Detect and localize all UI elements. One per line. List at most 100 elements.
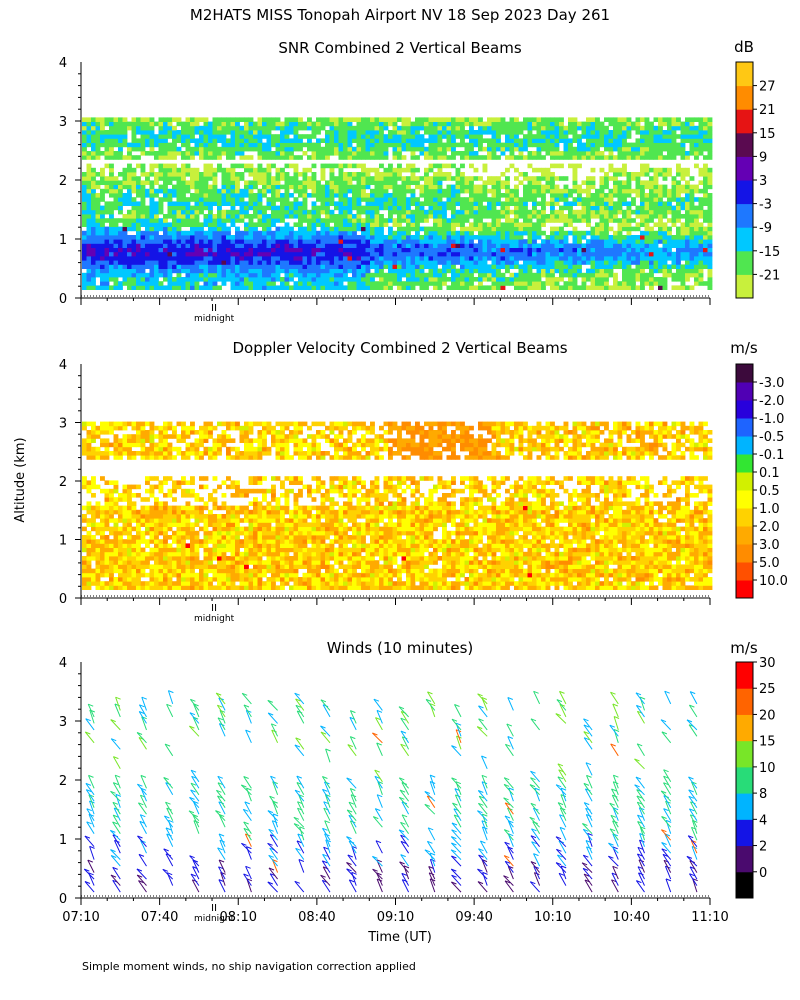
snr-cell <box>172 247 177 253</box>
snr-cell <box>613 251 618 257</box>
snr-cell <box>163 256 168 261</box>
snr-cell <box>572 247 578 253</box>
snr-cell <box>518 222 524 227</box>
snr-cell <box>163 172 168 177</box>
snr-cell <box>235 151 240 156</box>
snr-cell <box>572 172 578 177</box>
snr-cell <box>311 146 317 152</box>
snr-cell <box>320 281 326 286</box>
snr-cell <box>176 256 182 261</box>
snr-cell <box>415 184 420 190</box>
snr-cell <box>181 172 186 177</box>
snr-cell <box>689 146 695 152</box>
snr-cell <box>347 146 353 152</box>
snr-cell <box>352 197 357 202</box>
snr-cell <box>316 138 321 143</box>
snr-cell <box>374 281 380 286</box>
snr-cell <box>635 222 641 227</box>
snr-cell <box>707 214 713 219</box>
snr-cell <box>608 268 614 274</box>
snr-cell <box>163 239 168 244</box>
snr-cell <box>572 277 578 282</box>
snr-cell <box>707 218 713 223</box>
snr-cell <box>608 243 614 248</box>
snr-cell <box>154 277 159 282</box>
snr-cell <box>500 209 506 215</box>
snr-cell <box>473 264 479 269</box>
snr-cell <box>415 268 420 274</box>
snr-cell <box>496 268 501 274</box>
snr-cell <box>685 167 690 173</box>
snr-cell <box>442 193 447 198</box>
snr-cell <box>235 277 240 282</box>
snr-cell <box>190 268 195 274</box>
snr-cell <box>136 188 141 194</box>
snr-cell <box>338 180 344 185</box>
snr-cell <box>599 235 605 240</box>
snr-cell <box>514 125 519 131</box>
snr-cell <box>451 214 456 219</box>
snr-cell <box>203 285 209 290</box>
snr-cell <box>253 226 258 232</box>
snr-cell <box>176 167 182 173</box>
snr-cell <box>361 260 366 265</box>
snr-cell <box>167 117 173 122</box>
snr-cell <box>442 222 447 227</box>
snr-cell <box>401 197 407 202</box>
snr-cell <box>140 205 146 211</box>
snr-cell <box>392 167 398 173</box>
snr-cell <box>653 243 659 248</box>
snr-cell <box>329 163 335 169</box>
snr-cell <box>248 277 254 282</box>
snr-cell <box>140 188 146 194</box>
snr-cell <box>662 243 668 248</box>
snr-cell <box>415 226 420 232</box>
snr-cell <box>347 260 353 265</box>
snr-cell <box>577 247 582 253</box>
snr-cell <box>145 264 150 269</box>
snr-cell <box>599 268 605 274</box>
snr-cell <box>127 235 132 240</box>
snr-cell <box>514 134 519 139</box>
snr-cell <box>410 172 416 177</box>
snr-cell <box>406 264 411 269</box>
snr-cell <box>127 226 132 232</box>
snr-cell <box>293 130 299 135</box>
snr-cell <box>460 121 465 127</box>
snr-cell <box>91 138 96 143</box>
snr-cell <box>185 130 191 135</box>
snr-cell <box>410 138 416 143</box>
snr-cell <box>280 205 285 211</box>
snr-cell <box>271 201 276 206</box>
snr-cell <box>248 163 254 169</box>
snr-cell <box>302 201 308 206</box>
snr-cell <box>464 226 470 232</box>
snr-cell <box>221 172 227 177</box>
snr-cell <box>527 272 533 278</box>
snr-cell <box>707 268 713 274</box>
snr-cell <box>307 235 312 240</box>
snr-cell <box>239 247 245 253</box>
snr-cell <box>190 285 195 290</box>
snr-cell <box>640 172 645 177</box>
snr-cell <box>703 218 708 223</box>
snr-cell <box>622 285 627 290</box>
snr-cell <box>622 214 627 219</box>
snr-cell <box>136 117 141 122</box>
snr-cell <box>343 193 348 198</box>
snr-cell <box>424 117 429 122</box>
snr-cell <box>514 285 519 290</box>
snr-cell <box>455 281 461 286</box>
snr-cell <box>284 163 290 169</box>
snr-cell <box>100 268 105 274</box>
snr-cell <box>190 230 195 236</box>
snr-cell <box>433 214 438 219</box>
snr-cell <box>604 247 609 253</box>
snr-cell <box>266 235 272 240</box>
snr-cell <box>640 239 645 244</box>
snr-cell <box>442 125 447 131</box>
snr-cell <box>608 214 614 219</box>
snr-cell <box>325 264 330 269</box>
snr-cell <box>518 239 524 244</box>
snr-cell <box>190 193 195 198</box>
